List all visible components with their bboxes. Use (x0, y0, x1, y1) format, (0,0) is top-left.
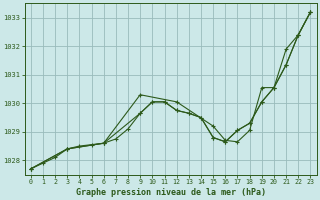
X-axis label: Graphe pression niveau de la mer (hPa): Graphe pression niveau de la mer (hPa) (76, 188, 266, 197)
